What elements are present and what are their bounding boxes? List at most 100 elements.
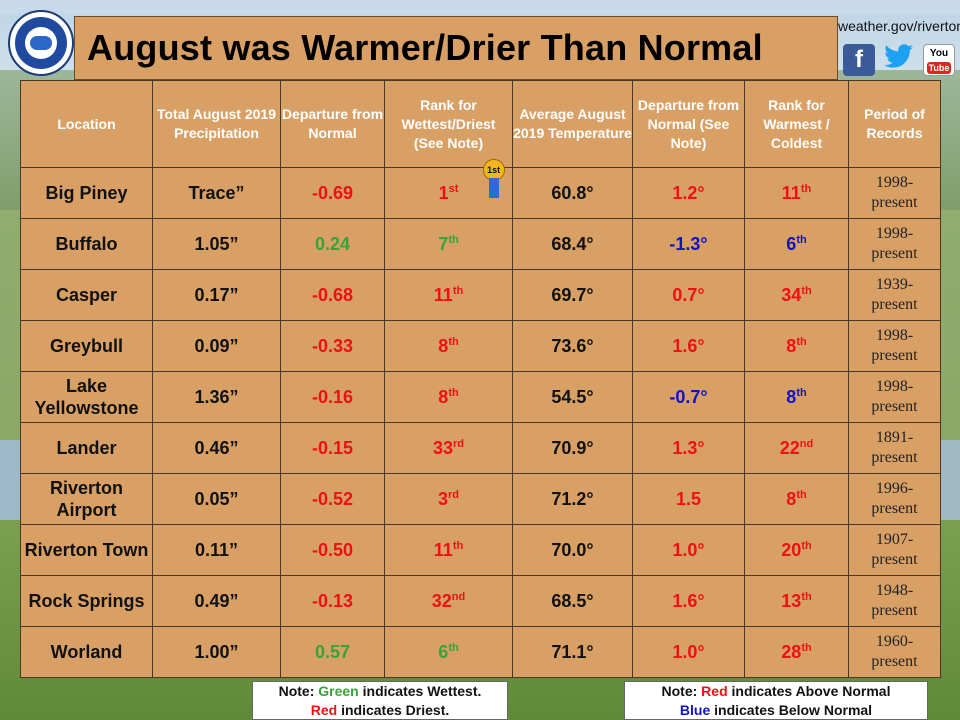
temp-cell: 73.6° bbox=[512, 320, 633, 372]
period-of-record-cell: 1960- present bbox=[848, 626, 941, 678]
precip-cell: 0.05” bbox=[152, 473, 281, 525]
precip-rank-cell: 1st 1st bbox=[384, 158, 513, 219]
table-row: Lake Yellowstone 1.36” -0.16 8th 54.5° -… bbox=[20, 371, 941, 423]
temp-cell: 71.2° bbox=[512, 473, 633, 525]
precip-cell: 0.17” bbox=[152, 269, 281, 321]
location-cell: Buffalo bbox=[20, 218, 153, 270]
temp-rank-cell: 8th bbox=[744, 320, 849, 372]
temp-rank-cell: 6th bbox=[744, 218, 849, 270]
precip-rank-cell: 11th bbox=[384, 269, 513, 321]
precip-rank-cell: 3rd bbox=[384, 473, 513, 525]
table-row: Worland 1.00” 0.57 6th 71.1° 1.0° 28th 1… bbox=[20, 626, 941, 678]
period-of-record-cell: 1998- present bbox=[848, 320, 941, 372]
title-banner: August was Warmer/Drier Than Normal bbox=[74, 16, 838, 80]
precip-cell: 0.09” bbox=[152, 320, 281, 372]
temp-rank-cell: 8th bbox=[744, 371, 849, 423]
storm-icon bbox=[30, 36, 52, 50]
precip-cell: 0.49” bbox=[152, 575, 281, 627]
table-row: Lander 0.46” -0.15 33rd 70.9° 1.3° 22nd … bbox=[20, 422, 941, 474]
temp-departure-cell: 1.0° bbox=[632, 524, 745, 576]
temp-departure-cell: 1.0° bbox=[632, 626, 745, 678]
first-place-medal-icon: 1st bbox=[482, 158, 505, 199]
table-row: Riverton Town 0.11” -0.50 11th 70.0° 1.0… bbox=[20, 524, 941, 576]
temp-departure-cell: 1.5 bbox=[632, 473, 745, 525]
precip-departure-cell: -0.13 bbox=[280, 575, 385, 627]
table-row: Greybull 0.09” -0.33 8th 73.6° 1.6° 8th … bbox=[20, 320, 941, 372]
temp-departure-cell: 1.2° bbox=[632, 167, 745, 219]
table-row: Buffalo 1.05” 0.24 7th 68.4° -1.3° 6th 1… bbox=[20, 218, 941, 270]
precip-cell: 1.05” bbox=[152, 218, 281, 270]
period-of-record-cell: 1939- present bbox=[848, 269, 941, 321]
temp-cell: 54.5° bbox=[512, 371, 633, 423]
precip-departure-cell: -0.50 bbox=[280, 524, 385, 576]
precip-cell: 0.11” bbox=[152, 524, 281, 576]
period-of-record-cell: 1998- present bbox=[848, 167, 941, 219]
temp-rank-cell: 8th bbox=[744, 473, 849, 525]
temp-rank-cell: 28th bbox=[744, 626, 849, 678]
website-url[interactable]: weather.gov/riverton bbox=[838, 18, 960, 34]
table-row: Rock Springs 0.49” -0.13 32nd 68.5° 1.6°… bbox=[20, 575, 941, 627]
column-header: Rank for Wettest/Driest (See Note) bbox=[384, 80, 513, 168]
column-header: Departure from Normal (See Note) bbox=[632, 80, 745, 168]
precip-departure-cell: -0.52 bbox=[280, 473, 385, 525]
temp-rank-cell: 34th bbox=[744, 269, 849, 321]
table-row: Casper 0.17” -0.68 11th 69.7° 0.7° 34th … bbox=[20, 269, 941, 321]
temp-cell: 70.9° bbox=[512, 422, 633, 474]
temp-rank-cell: 13th bbox=[744, 575, 849, 627]
temp-cell: 68.4° bbox=[512, 218, 633, 270]
above-below-normal-note: Note: Red indicates Above Normal Blue in… bbox=[624, 681, 928, 720]
background-lake-left bbox=[0, 440, 22, 520]
column-header: Location bbox=[20, 80, 153, 168]
precip-rank-cell: 6th bbox=[384, 626, 513, 678]
location-cell: Riverton Town bbox=[20, 524, 153, 576]
period-of-record-cell: 1891- present bbox=[848, 422, 941, 474]
period-of-record-cell: 1907- present bbox=[848, 524, 941, 576]
precip-departure-cell: 0.57 bbox=[280, 626, 385, 678]
table-header-row: Location Total August 2019 Precipitation D… bbox=[20, 80, 941, 168]
temp-departure-cell: 1.6° bbox=[632, 575, 745, 627]
temp-rank-cell: 20th bbox=[744, 524, 849, 576]
page-title: August was Warmer/Drier Than Normal bbox=[87, 27, 763, 68]
temp-departure-cell: 1.3° bbox=[632, 422, 745, 474]
column-header: Period of Records bbox=[848, 80, 941, 168]
precip-rank-cell: 11th bbox=[384, 524, 513, 576]
background-sky bbox=[0, 0, 960, 14]
precip-rank-cell: 7th bbox=[384, 218, 513, 270]
temp-departure-cell: 0.7° bbox=[632, 269, 745, 321]
period-of-record-cell: 1996- present bbox=[848, 473, 941, 525]
precip-rank-cell: 8th bbox=[384, 320, 513, 372]
location-cell: Worland bbox=[20, 626, 153, 678]
precip-departure-cell: -0.33 bbox=[280, 320, 385, 372]
temp-cell: 69.7° bbox=[512, 269, 633, 321]
climate-summary-table: Location Total August 2019 Precipitation D… bbox=[20, 80, 941, 678]
facebook-icon[interactable]: f bbox=[843, 44, 875, 76]
location-cell: Lake Yellowstone bbox=[20, 371, 153, 423]
temp-cell: 71.1° bbox=[512, 626, 633, 678]
temp-cell: 70.0° bbox=[512, 524, 633, 576]
precip-rank-cell: 33rd bbox=[384, 422, 513, 474]
temp-rank-cell: 22nd bbox=[744, 422, 849, 474]
temp-departure-cell: 1.6° bbox=[632, 320, 745, 372]
precip-cell: 1.36” bbox=[152, 371, 281, 423]
precip-rank-cell: 32nd bbox=[384, 575, 513, 627]
temp-departure-cell: -1.3° bbox=[632, 218, 745, 270]
period-of-record-cell: 1998- present bbox=[848, 371, 941, 423]
precip-cell: 1.00” bbox=[152, 626, 281, 678]
precip-departure-cell: -0.69 bbox=[280, 167, 385, 219]
period-of-record-cell: 1948- present bbox=[848, 575, 941, 627]
precip-rank-cell: 8th bbox=[384, 371, 513, 423]
youtube-icon[interactable]: You Tube bbox=[923, 44, 955, 76]
location-cell: Riverton Airport bbox=[20, 473, 153, 525]
column-header: Departure from Normal bbox=[280, 80, 385, 168]
location-cell: Lander bbox=[20, 422, 153, 474]
precip-cell: Trace” bbox=[152, 167, 281, 219]
temp-departure-cell: -0.7° bbox=[632, 371, 745, 423]
precip-departure-cell: -0.16 bbox=[280, 371, 385, 423]
precip-cell: 0.46” bbox=[152, 422, 281, 474]
precip-departure-cell: -0.68 bbox=[280, 269, 385, 321]
wettest-driest-note: Note: Green indicates Wettest. Red indic… bbox=[252, 681, 508, 720]
table-row: Big Piney Trace” -0.69 1st 1st 60.8° 1.2°… bbox=[20, 158, 941, 219]
twitter-icon[interactable] bbox=[883, 44, 915, 76]
location-cell: Casper bbox=[20, 269, 153, 321]
column-header: Rank for Warmest / Coldest bbox=[744, 80, 849, 168]
